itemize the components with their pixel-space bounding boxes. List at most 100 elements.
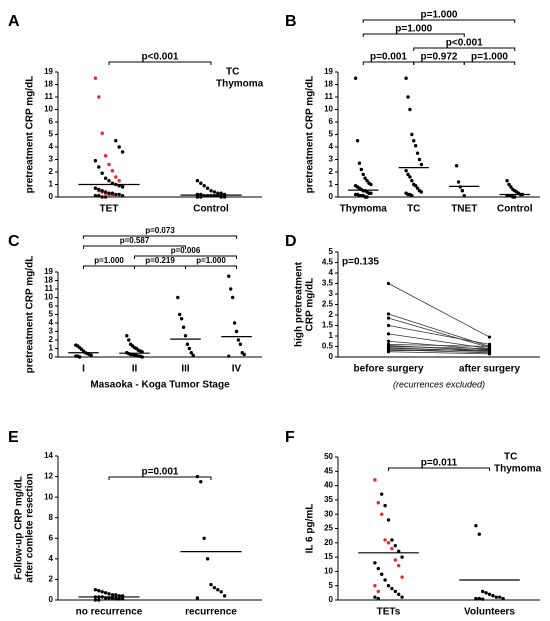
dot bbox=[114, 597, 118, 601]
dot bbox=[357, 161, 362, 165]
dot bbox=[114, 593, 118, 597]
dot bbox=[365, 195, 369, 199]
bracket bbox=[108, 476, 212, 480]
dot bbox=[415, 186, 420, 190]
dot bbox=[390, 538, 394, 542]
dot bbox=[410, 132, 414, 137]
legend-entry: TC bbox=[226, 67, 239, 78]
dot bbox=[477, 532, 481, 536]
dot bbox=[376, 596, 380, 601]
bracket-label: p=1.000 bbox=[421, 10, 458, 21]
bracket bbox=[388, 467, 490, 471]
y-tick-label: 12 bbox=[44, 472, 53, 481]
dot bbox=[481, 597, 485, 601]
y-tick-label: 4 bbox=[49, 142, 54, 151]
dot bbox=[393, 589, 397, 594]
dot bbox=[191, 353, 195, 357]
dot bbox=[417, 157, 422, 162]
annotation: p=0.135 bbox=[342, 257, 379, 268]
dot bbox=[216, 191, 220, 195]
dot bbox=[189, 351, 193, 355]
dot bbox=[120, 150, 125, 154]
y-tick-label: 50 bbox=[324, 452, 333, 461]
dot bbox=[462, 194, 466, 198]
dot bbox=[386, 584, 391, 588]
y-tick-label: 2 bbox=[49, 575, 54, 584]
y-tick-label: 18 bbox=[44, 276, 53, 285]
dot bbox=[125, 334, 129, 338]
y-tick-label: 0.5 bbox=[322, 342, 334, 351]
y-tick-label: 1 bbox=[49, 344, 54, 353]
dot bbox=[219, 191, 223, 195]
y-tick-label: 0 bbox=[329, 192, 334, 201]
dot bbox=[93, 598, 98, 602]
dot bbox=[404, 76, 408, 80]
dot bbox=[386, 312, 391, 316]
y-tick-label: 0 bbox=[49, 192, 54, 201]
x-tick-label: no recurrence bbox=[76, 607, 143, 618]
bracket-label: p=1.000 bbox=[94, 256, 124, 265]
dot bbox=[77, 355, 82, 359]
dot bbox=[97, 95, 101, 99]
dot bbox=[114, 192, 118, 197]
dot bbox=[501, 596, 505, 601]
dot bbox=[393, 558, 397, 562]
dot bbox=[383, 578, 387, 582]
dot bbox=[406, 95, 410, 99]
dot bbox=[219, 195, 223, 199]
dot bbox=[117, 145, 121, 149]
y-tick-label: 2 bbox=[329, 167, 334, 176]
legend-entry: Thymoma bbox=[216, 79, 264, 90]
dot bbox=[242, 352, 246, 357]
y-tick-label: 0 bbox=[329, 352, 334, 361]
x-axis-label: Masaoka - Koga Tumor Stage bbox=[90, 380, 230, 391]
dot bbox=[120, 194, 125, 198]
dot bbox=[97, 187, 101, 192]
bracket bbox=[362, 19, 516, 23]
bracket-label: p=0.219 bbox=[145, 256, 175, 265]
y-tick-label: 4 bbox=[49, 554, 54, 563]
bracket-label: p<0.001 bbox=[446, 38, 483, 49]
y-tick-label: 2 bbox=[329, 310, 334, 319]
dot bbox=[209, 189, 213, 193]
y-axis-label: pretreatment CRP mg/dL bbox=[25, 256, 36, 374]
dot bbox=[509, 185, 513, 189]
dot bbox=[390, 546, 394, 551]
dot bbox=[412, 139, 416, 143]
bracket bbox=[108, 61, 212, 65]
dot bbox=[383, 503, 387, 508]
bracket-label: p=0.001 bbox=[370, 52, 407, 63]
x-tick-label: Control bbox=[193, 204, 229, 215]
dot bbox=[107, 191, 111, 195]
dot bbox=[107, 592, 111, 596]
dot bbox=[487, 592, 492, 596]
dot bbox=[380, 572, 384, 576]
dot bbox=[176, 295, 180, 300]
dot bbox=[481, 589, 485, 594]
pair-line bbox=[388, 317, 490, 348]
dot bbox=[236, 338, 241, 342]
dot bbox=[103, 195, 108, 199]
y-tick-label: 19 bbox=[44, 267, 53, 276]
dot bbox=[97, 589, 101, 593]
bracket-label: p=0.006 bbox=[171, 246, 201, 255]
dot bbox=[103, 154, 108, 158]
y-tick-label: 11 bbox=[45, 284, 54, 293]
bracket-label: p=1.000 bbox=[395, 24, 432, 35]
dot bbox=[369, 191, 373, 195]
dot bbox=[100, 171, 104, 175]
x-tick-label: Volunteers bbox=[464, 607, 515, 618]
x-tick-label: TNET bbox=[451, 204, 477, 215]
dot bbox=[117, 597, 121, 601]
bracket-label: p=1.000 bbox=[471, 52, 508, 63]
x-tick-label: Control bbox=[497, 204, 533, 215]
dot bbox=[178, 312, 182, 317]
dot bbox=[400, 595, 404, 599]
dot bbox=[505, 179, 509, 183]
dot bbox=[181, 325, 186, 329]
dot bbox=[100, 189, 104, 193]
y-tick-label: 10 bbox=[324, 105, 333, 114]
panel-letter: F bbox=[285, 429, 295, 446]
y-tick-label: 18 bbox=[324, 80, 333, 89]
